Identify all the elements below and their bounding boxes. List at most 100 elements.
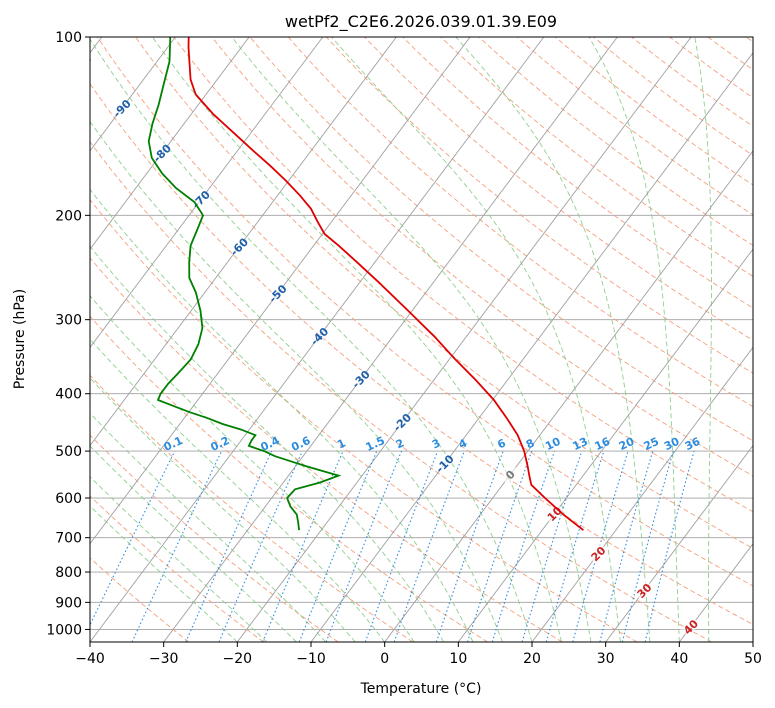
isotherm-line [457, 248, 753, 642]
dry-adiabat [516, 37, 753, 216]
dry-adiabat [135, 37, 753, 549]
mixing-ratio-label: 25 [642, 435, 661, 453]
y-tick-label: 100 [55, 30, 82, 46]
dry-adiabat [325, 37, 753, 374]
isotherm-label-bg [267, 282, 288, 304]
moist-adiabat [90, 412, 327, 642]
isotherm-line [384, 150, 753, 642]
mixing-ratio-line [545, 450, 605, 642]
x-tick-label: 40 [670, 651, 688, 667]
x-tick-label: 10 [449, 651, 467, 667]
isotherm-label-bg [111, 97, 132, 119]
dry-adiabat [249, 37, 753, 442]
isotherm-line [236, 37, 692, 642]
dry-adiabat [90, 495, 264, 642]
isotherm-line [605, 444, 753, 642]
x-tick-label: 50 [744, 651, 762, 667]
mixing-ratio-line [393, 450, 465, 642]
y-tick-label: 900 [55, 595, 82, 611]
isotherm-label-bg [633, 580, 655, 601]
isotherm-label-bg [680, 616, 701, 637]
x-tick-label: −10 [296, 651, 326, 667]
x-tick-label: 30 [597, 651, 615, 667]
temperature-profile [187, 37, 584, 531]
moist-adiabat [588, 37, 680, 642]
moist-adiabat [90, 476, 268, 642]
y-tick-label: 500 [55, 444, 82, 460]
moist-adiabat [90, 445, 297, 642]
isotherm-label-bg [434, 453, 455, 474]
mixing-ratio-line [298, 450, 378, 642]
isotherm-line [531, 346, 753, 642]
mixing-ratio-label: 20 [617, 435, 637, 453]
isotherm-label-bg [308, 325, 330, 347]
isotherm-line [90, 37, 250, 250]
isotherm-line [310, 51, 753, 642]
isotherm-label-bg [587, 543, 609, 564]
y-tick-label: 700 [55, 531, 82, 547]
mixing-ratio-line [435, 450, 504, 642]
y-axis-label: Pressure (hPa) [12, 289, 28, 389]
mixing-ratio-line [621, 450, 674, 642]
isotherm-label-bg [151, 142, 172, 163]
mixing-ratio-line [572, 450, 629, 642]
isotherm-label-bg [391, 411, 413, 433]
moist-adiabat [90, 120, 503, 642]
plot-frame [89, 36, 754, 643]
moist-adiabat [90, 295, 415, 642]
moist-adiabat [90, 188, 474, 642]
moist-adiabat [231, 37, 592, 642]
isotherm-line [90, 37, 324, 349]
dry-adiabat [97, 37, 753, 587]
dry-adiabat [90, 257, 563, 642]
dewpoint-profile [147, 37, 342, 531]
isotherm-line [90, 37, 397, 447]
mixing-ratio-line [218, 450, 303, 642]
mixing-ratio-line [185, 450, 273, 642]
mixing-ratio-line [325, 450, 403, 642]
dry-adiabat [593, 37, 753, 156]
dry-adiabat [402, 37, 753, 309]
mixing-ratio-label: 36 [683, 435, 703, 453]
isotherm-label-bg [228, 236, 249, 257]
isotherm-line [90, 37, 471, 545]
y-tick-label: 200 [55, 208, 82, 224]
moist-adiabat [694, 37, 712, 642]
moist-adiabat [90, 38, 533, 642]
mixing-ratio-line [599, 450, 654, 642]
mixing-ratio-line [491, 450, 555, 642]
dry-adiabat [90, 374, 414, 642]
isotherm-line [90, 37, 176, 152]
x-axis-label: Temperature (°C) [360, 681, 482, 697]
mixing-ratio-line [644, 450, 695, 642]
moist-adiabat [90, 245, 444, 642]
x-tick-label: −40 [75, 651, 105, 667]
x-tick-label: 0 [380, 651, 389, 667]
moist-adiabat [90, 377, 356, 642]
isotherm-label-bg [543, 503, 565, 524]
x-tick-label: −30 [149, 651, 179, 667]
mixing-ratio-line [262, 450, 344, 642]
y-tick-label: 400 [55, 387, 82, 403]
mixing-ratio-label: 16 [593, 435, 613, 453]
mixing-ratio-label: 10 [543, 435, 563, 453]
chart-title: wetPf2_C2E6.2026.039.01.39.E09 [285, 12, 557, 32]
y-tick-label: 300 [55, 313, 82, 329]
dry-adiabat [90, 198, 638, 642]
isotherm-label-bg [350, 368, 371, 390]
mixing-ratio-line [466, 450, 533, 642]
dry-adiabat [287, 37, 753, 408]
mixing-ratio-line [521, 450, 583, 642]
x-tick-label: 20 [523, 651, 541, 667]
moist-adiabat [455, 37, 651, 642]
isotherm-label-bg [499, 464, 521, 485]
mixing-ratio-line [364, 450, 439, 642]
mixing-ratio-label: 30 [662, 435, 682, 453]
x-tick-label: −20 [223, 651, 253, 667]
dry-adiabat [478, 37, 753, 246]
moist-adiabat [152, 37, 562, 642]
dry-adiabat [90, 83, 753, 625]
mixing-ratio-line [90, 450, 176, 627]
y-tick-label: 800 [55, 565, 82, 581]
